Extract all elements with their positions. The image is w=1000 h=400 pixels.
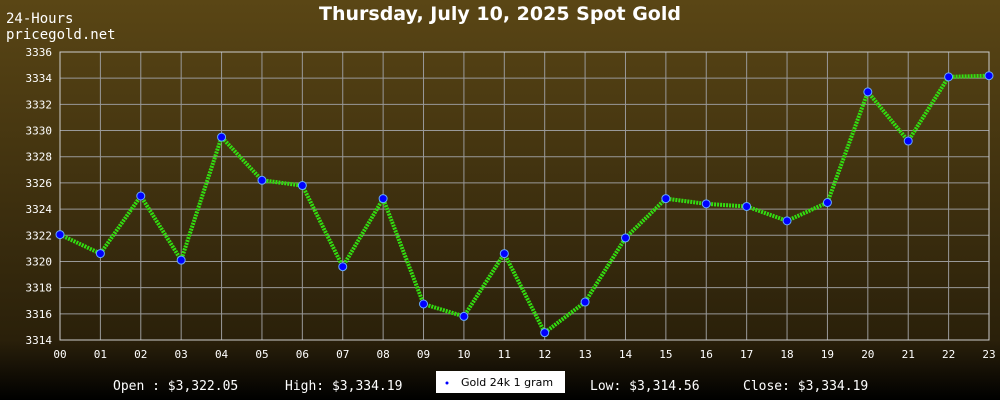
plot-border <box>59 51 990 341</box>
y-tick-label: 3328 <box>26 151 53 164</box>
legend <box>436 371 565 393</box>
point <box>419 299 429 309</box>
y-tick-label: 3326 <box>26 177 53 190</box>
point <box>297 181 307 191</box>
x-tick-label: 07 <box>336 348 349 361</box>
line <box>59 73 990 336</box>
point <box>661 194 671 204</box>
point <box>136 191 146 201</box>
point <box>499 249 509 259</box>
legend-label: Gold 24k 1 gram <box>461 376 553 389</box>
y-tick-label: 3334 <box>26 72 53 85</box>
point <box>540 328 550 338</box>
point <box>863 87 873 97</box>
point <box>620 233 630 243</box>
point <box>984 71 994 81</box>
chart-title: Thursday, July 10, 2025 Spot Gold <box>319 3 681 25</box>
y-tick-label: 3314 <box>26 334 53 347</box>
point <box>459 311 469 321</box>
x-tick-label: 14 <box>619 348 633 361</box>
point <box>55 230 65 240</box>
point <box>95 249 105 259</box>
y-tick-label: 3324 <box>26 203 53 216</box>
y-tick-label: 3332 <box>26 98 53 111</box>
x-tick-label: 13 <box>578 348 591 361</box>
x-tick-label: 08 <box>377 348 390 361</box>
point <box>903 136 913 146</box>
x-tick-label: 04 <box>215 348 229 361</box>
legend-marker <box>445 381 449 385</box>
x-tick-label: 09 <box>417 348 430 361</box>
y-tick-label: 3318 <box>26 282 53 295</box>
y-tick-label: 3330 <box>26 125 53 138</box>
x-tick-label: 01 <box>94 348 107 361</box>
stat: High: $3,334.19 <box>285 379 402 394</box>
x-tick-label: 20 <box>861 348 874 361</box>
header-line: pricegold.net <box>6 27 116 43</box>
x-tick-label: 11 <box>498 348 511 361</box>
header-line: 24-Hours <box>6 11 73 27</box>
x-tick-label: 23 <box>982 348 995 361</box>
stat: Close: $3,334.19 <box>743 379 868 394</box>
point <box>742 201 752 211</box>
x-tick-label: 10 <box>457 348 470 361</box>
x-tick-label: 19 <box>821 348 834 361</box>
x-tick-label: 03 <box>175 348 188 361</box>
x-tick-label: 17 <box>740 348 753 361</box>
point <box>338 262 348 272</box>
x-tick-label: 06 <box>296 348 309 361</box>
point <box>176 255 186 265</box>
y-tick-label: 3322 <box>26 229 53 242</box>
point <box>378 194 388 204</box>
y-tick-label: 3316 <box>26 308 53 321</box>
point <box>257 175 267 185</box>
x-tick-label: 12 <box>538 348 551 361</box>
x-tick-label: 22 <box>942 348 955 361</box>
x-tick-label: 05 <box>255 348 268 361</box>
x-tick-label: 16 <box>700 348 713 361</box>
x-tick-label: 18 <box>780 348 793 361</box>
point <box>701 199 711 209</box>
point <box>217 132 227 142</box>
x-tick-label: 02 <box>134 348 147 361</box>
x-tick-label: 15 <box>659 348 672 361</box>
stat: Low: $3,314.56 <box>590 379 700 394</box>
y-tick-label: 3336 <box>26 46 53 59</box>
point <box>944 72 954 82</box>
x-tick-label: 00 <box>53 348 66 361</box>
x-tick-label: 21 <box>902 348 915 361</box>
point <box>580 297 590 307</box>
point <box>782 216 792 226</box>
y-tick-label: 3320 <box>26 255 53 268</box>
stat: Open : $3,322.05 <box>113 379 238 394</box>
point <box>822 198 832 208</box>
